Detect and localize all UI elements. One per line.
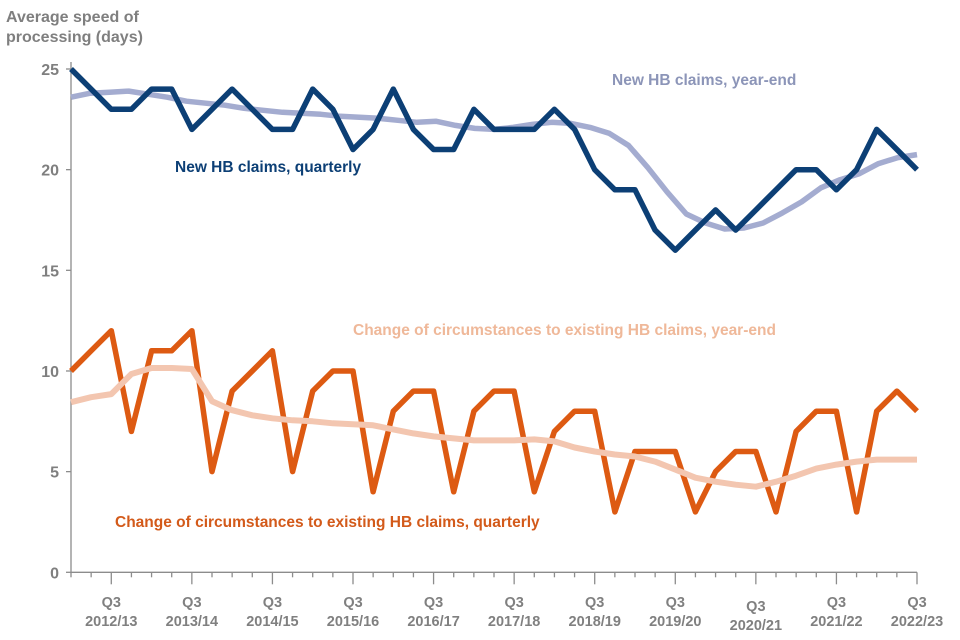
x-tick-year: 2022/23 [891, 614, 943, 630]
y-tick-label: 20 [41, 163, 59, 180]
series-layer [69, 67, 919, 515]
x-tick-quarter: Q3 [827, 595, 846, 611]
annotation-coc-year-end: Change of circumstances to existing HB c… [353, 322, 776, 339]
x-tick-year: 2012/13 [85, 614, 137, 630]
y-tick-label: 0 [50, 565, 59, 582]
x-tick-quarter: Q3 [504, 595, 523, 611]
y-axis-title-line-2: processing (days) [6, 29, 143, 46]
annotations: New HB claims, year-end New HB claims, q… [115, 72, 796, 531]
x-tick-year: 2021/22 [810, 614, 862, 630]
annotation-new-hb-year-end: New HB claims, year-end [612, 72, 796, 89]
x-tick-quarter: Q3 [424, 595, 443, 611]
x-tick-quarter: Q3 [182, 595, 201, 611]
y-axis-title-line-1: Average speed of [6, 9, 139, 26]
x-tick-year: 2013/14 [166, 614, 218, 630]
x-tick-year: 2019/20 [649, 614, 701, 630]
x-tick-year: 2016/17 [407, 614, 459, 630]
y-tick-label: 25 [41, 62, 59, 79]
x-tick-quarter: Q3 [102, 595, 121, 611]
x-tick-year: 2017/18 [488, 614, 540, 630]
annotation-new-hb-quarterly: New HB claims, quarterly [175, 159, 361, 176]
annotation-coc-quarterly: Change of circumstances to existing HB c… [115, 514, 540, 531]
series-coc-year-end [70, 365, 918, 490]
x-tick-quarter: Q3 [585, 595, 604, 611]
x-tick-year: 2020/21 [730, 618, 782, 634]
x-tick-year: 2014/15 [246, 614, 298, 630]
axes: 0 5 10 15 20 25 Q3 2012/13 Q3 2013/14 Q3 2014/15 Q3 2… [41, 62, 943, 634]
y-tick-label: 15 [41, 263, 59, 280]
y-tick-label: 10 [41, 364, 59, 381]
x-tick-quarter: Q3 [263, 595, 282, 611]
x-tick-quarter: Q3 [343, 595, 362, 611]
series-new-hb-quarterly [69, 67, 919, 253]
x-tick-year: 2015/16 [327, 614, 379, 630]
x-tick-year: 2018/19 [569, 614, 621, 630]
y-axis-title: Average speed of processing (days) [6, 9, 143, 46]
x-tick-quarter: Q3 [746, 599, 765, 615]
series-coc-quarterly-line [69, 327, 919, 515]
x-tick-quarter: Q3 [907, 595, 926, 611]
series-coc-quarterly [69, 327, 919, 515]
y-tick-label: 5 [50, 465, 59, 482]
x-tick-quarter: Q3 [666, 595, 685, 611]
